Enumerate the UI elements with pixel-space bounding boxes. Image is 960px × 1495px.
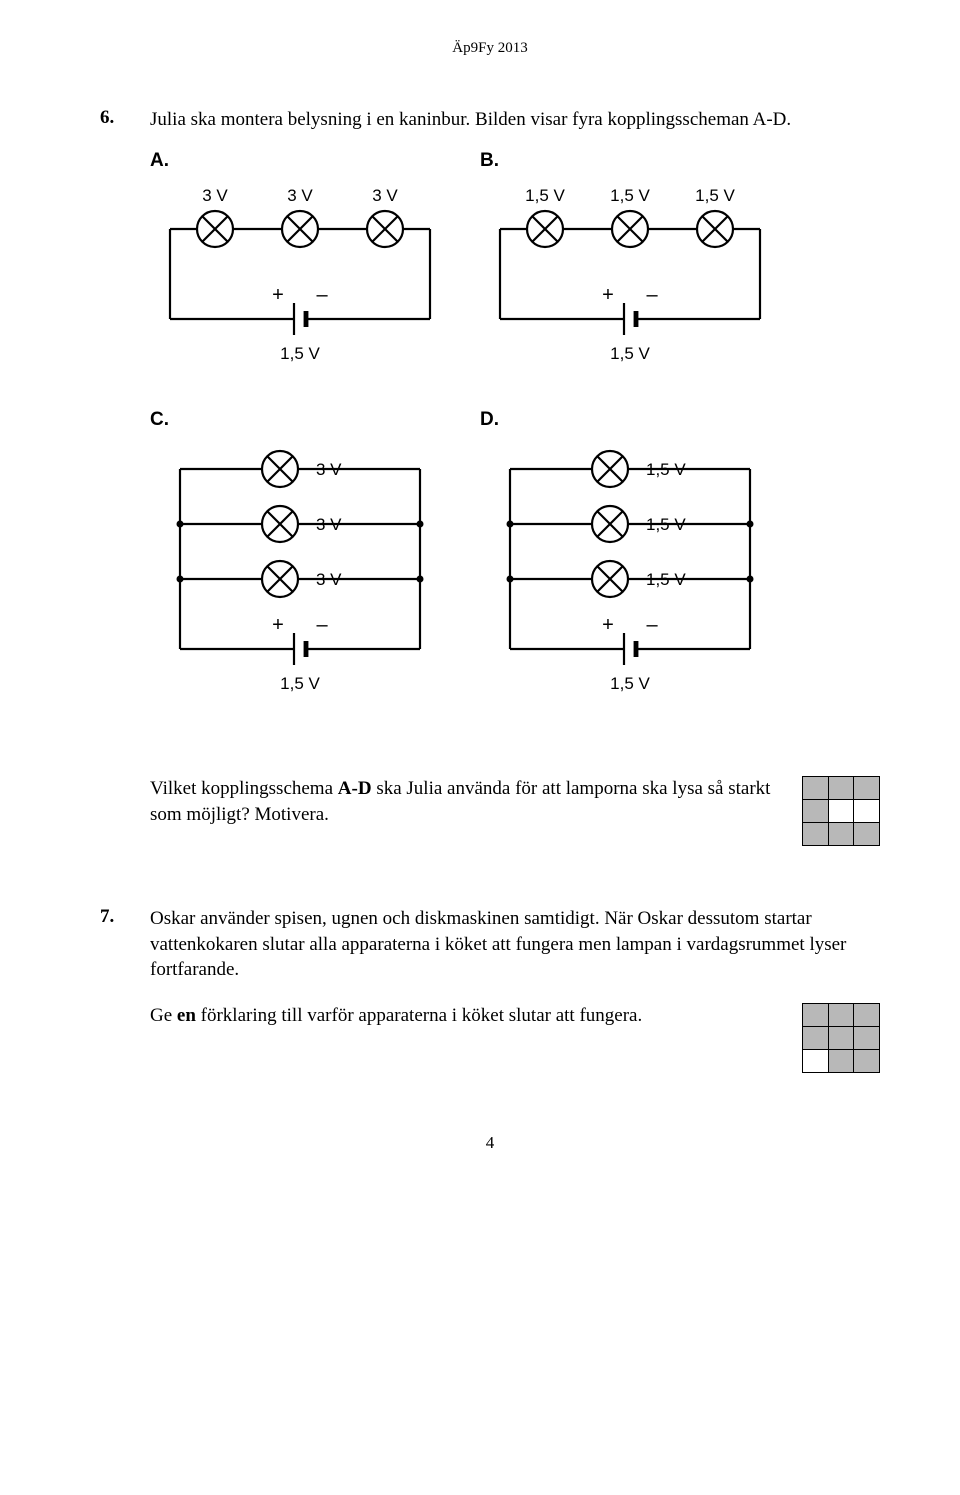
svg-text:–: – [646, 614, 658, 636]
svg-text:1,5 V: 1,5 V [646, 460, 686, 479]
circuit-B-label: B. [480, 148, 810, 174]
q6-question-p1: Vilket kopplingsschema [150, 778, 338, 799]
svg-text:+: + [272, 284, 284, 306]
svg-text:1,5 V: 1,5 V [646, 515, 686, 534]
q7-text: Oskar använder spisen, ugnen och diskmas… [150, 906, 880, 983]
svg-text:3 V: 3 V [202, 186, 228, 205]
q7-prompt-row: Ge en förklaring till varför apparaterna… [100, 1003, 880, 1073]
q6-intro: Julia ska montera belysning i en kaninbu… [150, 107, 880, 133]
svg-text:1,5 V: 1,5 V [610, 674, 650, 693]
circuit-C-label: C. [150, 407, 480, 433]
svg-text:1,5 V: 1,5 V [610, 186, 650, 205]
svg-text:–: – [316, 284, 328, 306]
svg-text:–: – [646, 284, 658, 306]
circuit-A-label: A. [150, 148, 480, 174]
circuit-B: B. 1,5 V 1,5 V 1,5 V + – 1,5 V [480, 148, 810, 387]
svg-text:3 V: 3 V [287, 186, 313, 205]
svg-text:3 V: 3 V [316, 515, 342, 534]
svg-text:1,5 V: 1,5 V [695, 186, 735, 205]
circuit-D-label: D. [480, 407, 810, 433]
question-7: 7. Oskar använder spisen, ugnen och disk… [100, 906, 880, 983]
svg-text:3 V: 3 V [316, 570, 342, 589]
svg-text:+: + [602, 284, 614, 306]
circuit-D: D. 1,5 V 1,5 V 1,5 V + – 1,5 V [480, 407, 810, 726]
circuit-C: C. 3 V 3 V 3 V + – 1,5 V [150, 407, 480, 726]
circuit-A: A. 3 V 3 V 3 V + – 1,5 V [150, 148, 480, 387]
q7-prompt-bold: en [177, 1005, 196, 1026]
page-number: 4 [100, 1133, 880, 1153]
svg-text:1,5 V: 1,5 V [280, 344, 320, 363]
svg-text:1,5 V: 1,5 V [280, 674, 320, 693]
q7-prompt-p2: förklaring till varför apparaterna i kök… [196, 1005, 642, 1026]
q7-number: 7. [100, 906, 150, 983]
svg-text:–: – [316, 614, 328, 636]
q6-rubric-grid [802, 776, 880, 846]
svg-text:3 V: 3 V [316, 460, 342, 479]
q6-number: 6. [100, 107, 150, 756]
svg-text:1,5 V: 1,5 V [610, 344, 650, 363]
q7-prompt-p1: Ge [150, 1005, 177, 1026]
question-6: 6. Julia ska montera belysning i en kani… [100, 107, 880, 756]
svg-text:+: + [272, 614, 284, 636]
q7-rubric-grid [802, 1003, 880, 1073]
svg-text:1,5 V: 1,5 V [525, 186, 565, 205]
page-header: Äp9Fy 2013 [100, 40, 880, 57]
q6-prompt-row: Vilket kopplingsschema A-D ska Julia anv… [100, 776, 880, 846]
svg-text:+: + [602, 614, 614, 636]
q6-question-bold: A-D [338, 778, 372, 799]
svg-text:3 V: 3 V [372, 186, 398, 205]
svg-text:1,5 V: 1,5 V [646, 570, 686, 589]
